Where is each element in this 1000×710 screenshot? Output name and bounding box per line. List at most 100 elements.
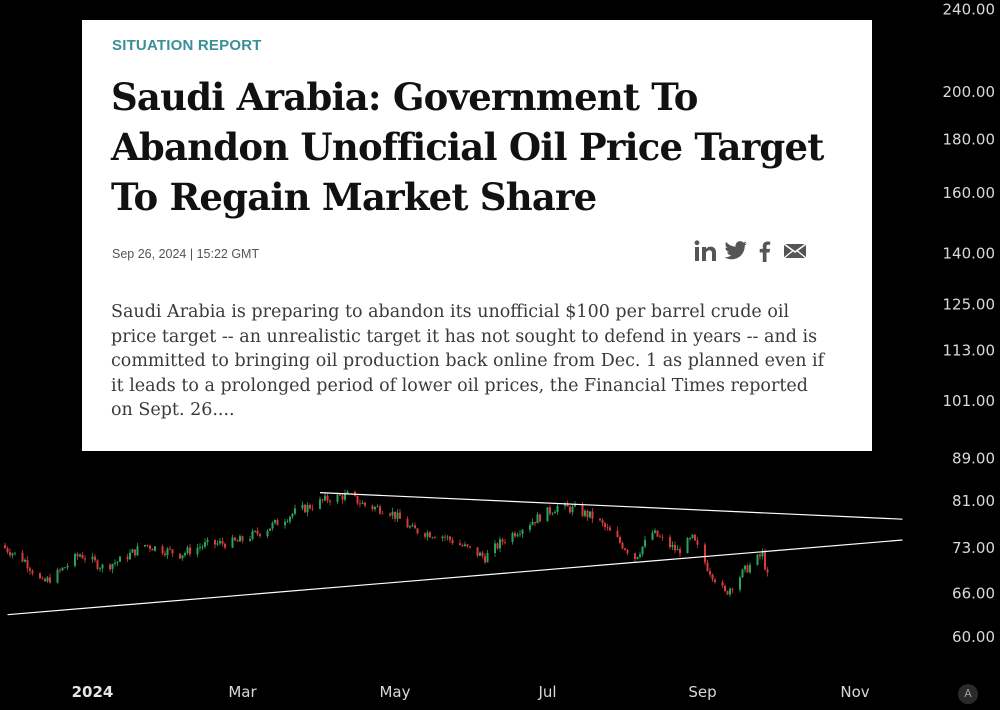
candle — [304, 503, 306, 513]
candle — [721, 579, 724, 588]
candle — [84, 555, 86, 563]
avatar[interactable]: A — [958, 684, 978, 704]
candle — [484, 552, 486, 565]
candle — [744, 565, 746, 573]
candle — [321, 498, 324, 504]
candle — [94, 554, 96, 563]
y-tick-label: 240.00 — [943, 0, 996, 18]
x-tick-label: Jul — [537, 683, 556, 701]
candle — [341, 493, 344, 504]
candle — [554, 510, 556, 514]
candle — [429, 531, 431, 538]
candle — [636, 556, 639, 560]
candle — [221, 537, 224, 547]
candle — [604, 521, 606, 531]
candle — [46, 575, 49, 583]
candle — [409, 524, 411, 529]
x-tick-label: Sep — [688, 683, 716, 701]
candle — [616, 526, 619, 538]
candle — [529, 522, 531, 533]
candle — [479, 551, 481, 556]
y-tick-label: 101.00 — [943, 392, 996, 410]
candle — [669, 534, 671, 550]
candle — [79, 552, 81, 558]
candle — [336, 492, 339, 505]
candle — [726, 590, 729, 596]
candle — [414, 522, 416, 529]
y-axis: 240.00 200.00 180.00 160.00 140.00 125.00 113.… — [943, 0, 996, 645]
candle — [21, 549, 24, 563]
candle — [549, 505, 551, 517]
candle — [519, 529, 521, 538]
candle — [24, 558, 26, 563]
candle — [301, 501, 304, 511]
candle — [151, 548, 154, 551]
candle — [271, 521, 274, 531]
candle — [516, 532, 519, 538]
candle — [504, 538, 506, 545]
mail-icon[interactable] — [782, 240, 808, 267]
candle — [656, 530, 659, 538]
candle — [624, 547, 626, 551]
candle — [709, 567, 711, 578]
linkedin-icon[interactable] — [694, 240, 718, 267]
candle — [99, 566, 101, 572]
candle — [514, 531, 516, 538]
candle — [476, 547, 479, 558]
candle — [356, 495, 359, 505]
candle — [424, 532, 426, 539]
candle — [654, 528, 656, 534]
candle — [626, 548, 629, 556]
candle — [674, 541, 676, 554]
article-kicker: SITUATION REPORT — [112, 37, 262, 54]
candle — [101, 563, 104, 573]
candle — [164, 550, 166, 558]
candle — [259, 533, 261, 539]
candle — [154, 545, 156, 553]
candle — [284, 518, 286, 529]
candle — [731, 587, 734, 594]
candle — [556, 503, 559, 515]
news-card[interactable]: SITUATION REPORT Saudi Arabia: Governmen… — [82, 20, 872, 451]
trendlines — [7, 492, 903, 616]
candle — [591, 508, 594, 523]
candle — [469, 546, 471, 549]
candle — [536, 511, 539, 524]
candle — [249, 536, 251, 542]
candle — [426, 530, 429, 541]
candle — [184, 551, 186, 558]
twitter-icon[interactable] — [724, 240, 748, 267]
y-tick-label: 81.00 — [952, 492, 995, 510]
candle — [166, 547, 169, 559]
candle — [599, 517, 601, 522]
candle — [619, 535, 621, 545]
y-tick-label: 125.00 — [943, 296, 996, 314]
candle — [539, 513, 541, 523]
candle — [411, 522, 414, 527]
candle — [116, 561, 119, 567]
candle — [109, 563, 111, 572]
y-tick-label: 180.00 — [943, 131, 996, 149]
candle — [171, 549, 174, 558]
candle — [399, 508, 401, 519]
candle — [461, 543, 464, 547]
candle — [689, 536, 691, 541]
candle — [496, 542, 499, 550]
trendline-support — [7, 539, 903, 616]
article-title[interactable]: Saudi Arabia: Government To Abandon Unof… — [111, 75, 824, 219]
candle — [111, 563, 114, 574]
candle — [119, 555, 121, 562]
candle — [764, 548, 766, 571]
candle — [291, 512, 294, 520]
candle — [534, 521, 536, 527]
y-tick-label: 60.00 — [952, 628, 995, 646]
candle — [634, 552, 636, 562]
candle — [96, 558, 99, 571]
candle — [641, 546, 644, 557]
candle — [251, 528, 254, 541]
candle — [639, 551, 641, 559]
candle — [306, 502, 309, 517]
facebook-icon[interactable] — [754, 240, 776, 267]
candle — [9, 548, 11, 558]
